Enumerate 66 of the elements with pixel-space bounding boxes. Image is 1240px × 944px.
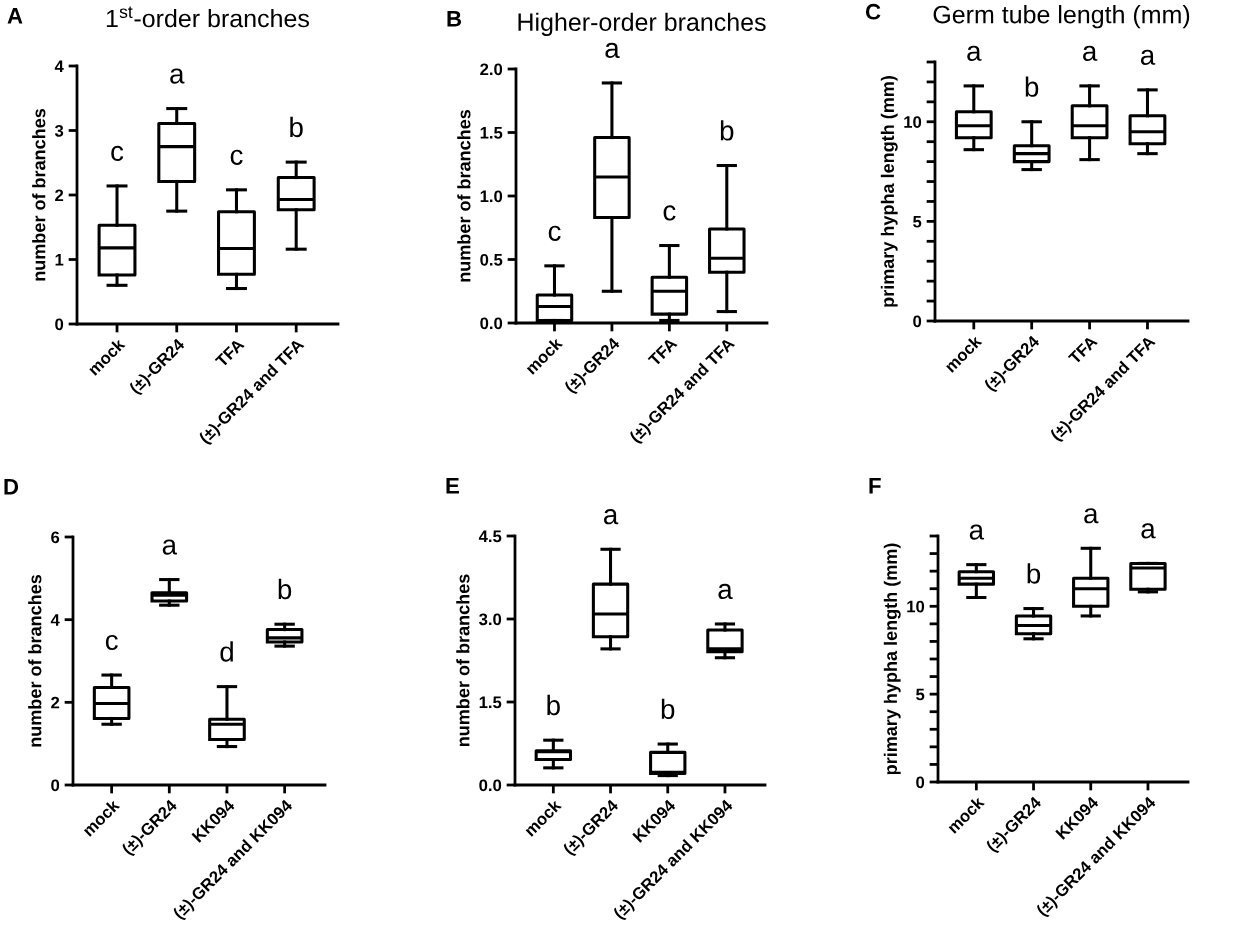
x-tick-label: TFA (1067, 334, 1098, 365)
annotation: b (1027, 563, 1041, 584)
annotation: b (290, 116, 303, 138)
y-axis-title: number of branches (456, 574, 470, 747)
chart-title: Higher-order branches (518, 12, 766, 36)
y-tick-label: 10 (904, 116, 922, 128)
y-tick-label: 1 (55, 254, 64, 266)
annotation: b (720, 120, 734, 141)
annotation: b (278, 578, 292, 600)
text: a (605, 42, 620, 59)
y-tick-label: 6 (51, 531, 60, 544)
y-tick-label: 0 (51, 779, 60, 792)
annotation: a (170, 68, 185, 84)
annotation: c (105, 634, 118, 651)
y-tick-label: 0.5 (480, 253, 503, 266)
y-tick-label: 0.0 (480, 317, 503, 330)
x-tick-label: TFA (647, 336, 678, 367)
text: C (865, 3, 881, 20)
text: B (447, 11, 462, 27)
annotation: a (1140, 49, 1156, 65)
annotation: a (718, 583, 733, 600)
annotation: a (162, 539, 178, 555)
y-tick-label: 0 (913, 315, 922, 328)
annotation: b (661, 698, 675, 720)
y-tick-label: 2 (51, 696, 60, 709)
text: a (1084, 508, 1099, 524)
annotation: c (111, 145, 124, 162)
y-tick-label: 3 (54, 124, 64, 137)
y-axis-title: primary hypha length (mm) (883, 543, 901, 775)
y-tick-label: 4 (50, 614, 60, 626)
annotation: b (1025, 76, 1039, 97)
text: a (603, 509, 619, 525)
y-tick-label: 2 (55, 189, 64, 202)
annotation: c (230, 149, 243, 165)
annotation: c (663, 205, 676, 221)
text: a (967, 45, 982, 61)
y-tick-label: 0 (55, 318, 64, 331)
y-tick-label: 1.0 (480, 190, 503, 203)
y-tick-label: 4.5 (478, 530, 502, 543)
y-tick-label: 4 (54, 60, 64, 73)
annotation: b (547, 694, 560, 716)
text: a (1083, 45, 1098, 61)
text: A (7, 8, 23, 24)
y-axis-title: number of branches (32, 108, 46, 281)
y-tick-label: 2.0 (480, 63, 503, 76)
y-tick-label: 1.5 (480, 127, 503, 139)
x-tick-label: TFA (214, 337, 245, 368)
annotation: d (220, 641, 233, 662)
y-tick-label: 5 (916, 688, 925, 701)
y-tick-label: 1.5 (479, 696, 502, 709)
y-tick-label: 0.0 (479, 779, 502, 792)
y-axis-title: number of branches (457, 109, 471, 282)
text: F (869, 478, 881, 494)
annotation: a (1141, 523, 1156, 539)
chart-title: Germ tube length (mm) (933, 5, 1190, 29)
y-tick-label: 5 (913, 215, 922, 228)
chart-title: 1$^{st}$-order branches (106, 6, 309, 28)
y-tick-label: 10 (907, 600, 925, 613)
y-axis-title: number of branches (28, 574, 42, 747)
y-tick-label: 0 (916, 776, 925, 789)
y-tick-label: 3.0 (479, 613, 502, 626)
y-axis-title: primary hypha length (mm) (880, 76, 898, 307)
text: D (4, 479, 19, 495)
annotation: c (548, 225, 561, 241)
text: E (446, 478, 459, 494)
annotation: a (969, 524, 985, 540)
